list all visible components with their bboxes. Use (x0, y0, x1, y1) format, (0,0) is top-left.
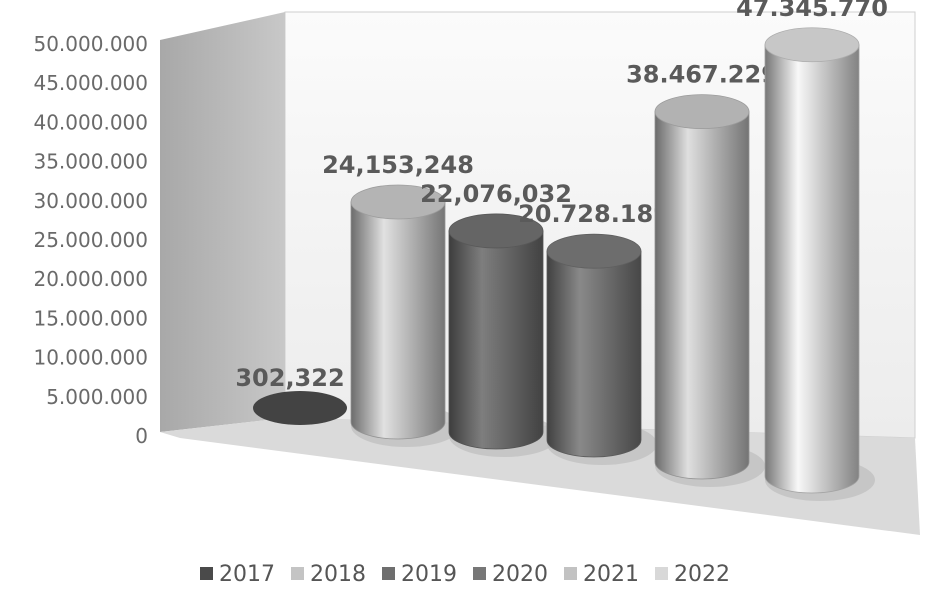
y-tick-label: 45.000.000 (33, 71, 148, 95)
bar-top (546, 233, 642, 269)
y-tick-label: 10.000.000 (33, 346, 148, 370)
legend-item-2020: 2020 (473, 562, 548, 587)
data-label: 47.345.770 (736, 0, 888, 22)
y-axis: 0 5.000.000 10.000.000 15.000.000 20.000.000… (33, 32, 148, 448)
legend: 2017 2018 2019 2020 2021 2022 (0, 562, 930, 587)
y-tick-label: 15.000.000 (33, 306, 148, 330)
bar-body (350, 201, 446, 440)
bar-2017: 302,322 (235, 364, 347, 425)
data-label: 38.467.229 (626, 61, 778, 89)
y-tick-label: 40.000.000 (33, 110, 148, 134)
bar-top (654, 94, 750, 130)
legend-item-2019: 2019 (382, 562, 457, 587)
y-tick-label: 35.000.000 (33, 150, 148, 174)
bar-top (764, 27, 860, 63)
legend-swatch (564, 566, 577, 580)
legend-item-2017: 2017 (200, 562, 275, 587)
data-label: 20.728.189 (518, 200, 670, 228)
bar-2019: 22,076,032 (420, 180, 572, 457)
legend-swatch (473, 566, 486, 580)
legend-label: 2017 (219, 562, 275, 587)
legend-item-2022: 2022 (655, 562, 730, 587)
y-tick-label: 50.000.000 (33, 32, 148, 56)
legend-label: 2018 (310, 562, 366, 587)
bar-top (253, 391, 347, 425)
bar-body (654, 111, 750, 480)
y-tick-label: 5.000.000 (46, 385, 148, 409)
side-wall (160, 12, 285, 432)
legend-label: 2020 (492, 562, 548, 587)
bar-top (448, 213, 544, 249)
legend-swatch (200, 566, 213, 580)
bar-2022: 47.345.770 (736, 0, 888, 501)
bar-body (764, 44, 860, 494)
data-label: 24,153,248 (322, 151, 474, 179)
bar-body (448, 230, 544, 450)
bar-2021: 38.467.229 (626, 61, 778, 487)
legend-label: 2022 (674, 562, 730, 587)
legend-item-2021: 2021 (564, 562, 639, 587)
bar-2018: 24,153,248 (322, 151, 474, 447)
legend-swatch (382, 566, 395, 580)
legend-swatch (655, 566, 668, 580)
data-label: 302,322 (235, 364, 344, 392)
y-tick-label: 25.000.000 (33, 228, 148, 252)
legend-label: 2021 (583, 562, 639, 587)
legend-item-2018: 2018 (291, 562, 366, 587)
bar-body (546, 250, 642, 458)
legend-label: 2019 (401, 562, 457, 587)
bar-top (350, 184, 446, 220)
data-label: 22,076,032 (420, 180, 572, 208)
legend-swatch (291, 566, 304, 580)
bar-2020: 20.728.189 (518, 200, 670, 465)
y-tick-label: 0 (135, 424, 148, 448)
y-tick-label: 20.000.000 (33, 267, 148, 291)
y-tick-label: 30.000.000 (33, 189, 148, 213)
